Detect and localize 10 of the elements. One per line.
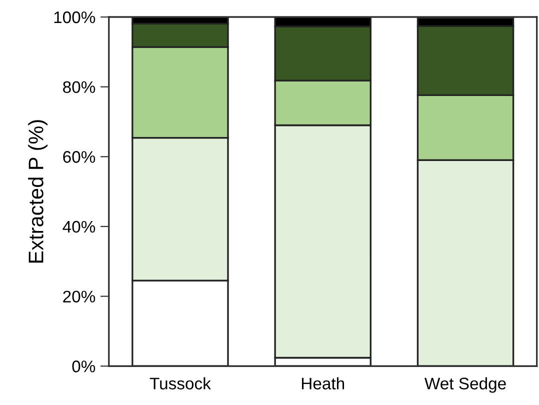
y-tick-label: 0% <box>72 360 96 372</box>
y-tick-label: 100% <box>54 11 96 24</box>
y-tick-label: 80% <box>63 81 96 94</box>
x-tick-label: Tussock <box>150 377 211 390</box>
x-tick-label: Wet Sedge <box>424 377 506 393</box>
y-tick-label: 40% <box>62 220 96 233</box>
y-tick-label: 20% <box>63 290 96 302</box>
x-tick-label: Heath <box>302 377 344 390</box>
y-tick-label: 60% <box>63 151 96 163</box>
y-axis-title: Extracted P (%) <box>28 120 48 263</box>
